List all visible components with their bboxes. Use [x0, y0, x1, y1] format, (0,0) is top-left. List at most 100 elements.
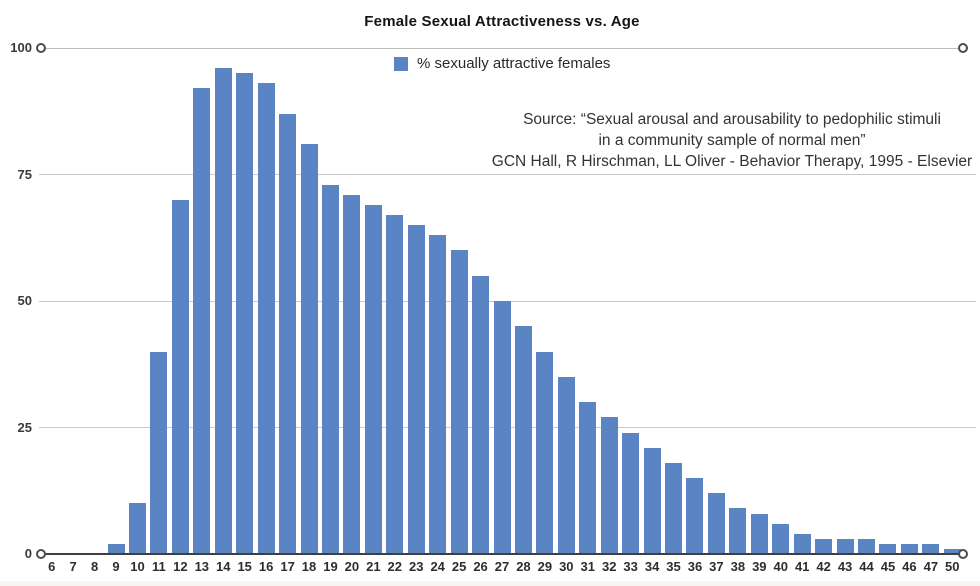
x-tick-label: 44 [859, 559, 874, 574]
y-tick-label: 25 [17, 419, 32, 435]
y-tick-label: 100 [10, 40, 32, 55]
bar-age-44 [858, 538, 875, 554]
y-tick-label: 75 [17, 166, 32, 182]
bar-age-42 [815, 538, 833, 554]
x-tick-label: 14 [216, 559, 231, 574]
bar-age-17 [279, 113, 297, 554]
x-tick-label: 10 [130, 559, 145, 574]
x-tick-label: 26 [473, 559, 488, 574]
bar-age-20 [343, 194, 361, 554]
bar-age-23 [407, 225, 425, 554]
x-tick-label: 33 [623, 559, 638, 574]
bar-age-13 [193, 88, 211, 554]
bar-age-22 [386, 214, 404, 554]
bar-age-39 [750, 513, 768, 554]
chart-title: Female Sexual Attractiveness vs. Age [364, 13, 640, 30]
x-tick-label: 11 [152, 559, 166, 574]
x-tick-label: 13 [194, 559, 210, 574]
x-tick-label: 16 [258, 559, 274, 574]
bar-age-32 [600, 417, 618, 554]
bar-age-14 [214, 68, 232, 554]
x-tick-label: 28 [516, 559, 531, 574]
bar-age-12 [171, 199, 189, 554]
x-tick-label: 21 [366, 559, 381, 574]
bar-age-16 [257, 83, 275, 554]
bar-age-21 [364, 204, 382, 554]
x-tick-label: 24 [430, 559, 445, 574]
gridline-100 [41, 47, 963, 49]
bar-age-38 [729, 508, 747, 554]
x-tick-label: 46 [902, 559, 917, 574]
x-tick-label: 41 [794, 559, 810, 574]
x-tick-label: 38 [730, 559, 746, 574]
bar-age-29 [536, 351, 554, 554]
bar-age-35 [665, 462, 683, 554]
source-line-1: Source: “Sexual arousal and arousability… [523, 111, 941, 128]
x-tick-label: 7 [69, 559, 77, 574]
bar-age-10 [128, 503, 146, 554]
source-line-2: in a community sample of normal men” [598, 132, 866, 149]
x-tick-label: 34 [644, 559, 660, 574]
bar-age-24 [429, 235, 447, 554]
bar-age-43 [836, 538, 854, 554]
x-tick-label: 17 [280, 559, 295, 574]
plot-area: 0 25 50 75 100 6 7 8 9 10 11 12 13 14 15 16 17 18 19 20 21 22… [10, 40, 976, 574]
x-tick-label: 50 [945, 559, 960, 574]
x-tick-label: 42 [816, 559, 831, 574]
x-tick-label: 8 [90, 559, 99, 574]
x-tick-label: 30 [559, 559, 574, 574]
bar-age-9 [107, 543, 125, 554]
legend-label: % sexually attractive females [417, 55, 611, 72]
x-tick-label: 19 [323, 559, 338, 574]
x-tick-label: 29 [537, 559, 553, 574]
bar-age-26 [472, 275, 490, 554]
legend: % sexually attractive females [394, 55, 610, 72]
x-axis-line [41, 553, 963, 555]
x-tick-label: 20 [344, 559, 360, 574]
x-tick-label: 31 [580, 559, 595, 574]
bar-age-41 [793, 533, 811, 554]
legend-swatch [394, 56, 408, 71]
bar-age-45 [879, 543, 897, 554]
source-citation: Source: “Sexual arousal and arousability… [481, 109, 980, 172]
x-tick-label: 43 [837, 559, 853, 574]
axis-endpoint-marker [958, 549, 968, 559]
x-tick-label: 36 [687, 559, 703, 574]
bottom-edge-strip [0, 581, 980, 586]
bar-age-28 [514, 326, 532, 554]
bar-age-30 [557, 376, 575, 554]
axis-endpoint-marker [36, 43, 46, 53]
x-tick-label: 22 [387, 559, 403, 574]
x-tick-label: 32 [601, 559, 617, 574]
bar-age-25 [450, 250, 468, 554]
x-tick-label: 40 [773, 559, 788, 574]
x-tick-label: 35 [666, 559, 681, 574]
x-tick-label: 45 [880, 559, 896, 574]
y-tick-label: 50 [17, 293, 32, 308]
x-tick-label: 12 [173, 559, 188, 574]
bar-age-27 [493, 301, 511, 554]
x-tick-label: 23 [408, 559, 424, 574]
x-tick-label: 37 [709, 559, 724, 574]
x-tick-label: 47 [923, 559, 939, 574]
axis-endpoint-marker [958, 43, 968, 53]
x-tick-label: 39 [752, 559, 767, 574]
bar-age-46 [900, 543, 918, 554]
bar-age-31 [579, 402, 597, 554]
bar-age-19 [321, 184, 339, 554]
axis-endpoint-marker [36, 549, 46, 559]
bar-age-15 [236, 73, 254, 554]
bar-age-40 [772, 523, 790, 554]
x-tick-label: 18 [301, 559, 317, 574]
source-line-3: GCN Hall, R Hirschman, LL Oliver - Behav… [491, 153, 973, 170]
x-tick-label: 27 [494, 559, 510, 574]
gridline-75 [39, 174, 976, 175]
bar-age-50 [943, 548, 961, 554]
y-tick-label: 0 [24, 546, 32, 561]
bar-age-34 [643, 447, 661, 554]
bar-age-36 [686, 478, 704, 554]
bar-age-37 [707, 493, 725, 554]
x-tick-label: 9 [112, 559, 120, 574]
x-tick-label: 25 [451, 559, 467, 574]
